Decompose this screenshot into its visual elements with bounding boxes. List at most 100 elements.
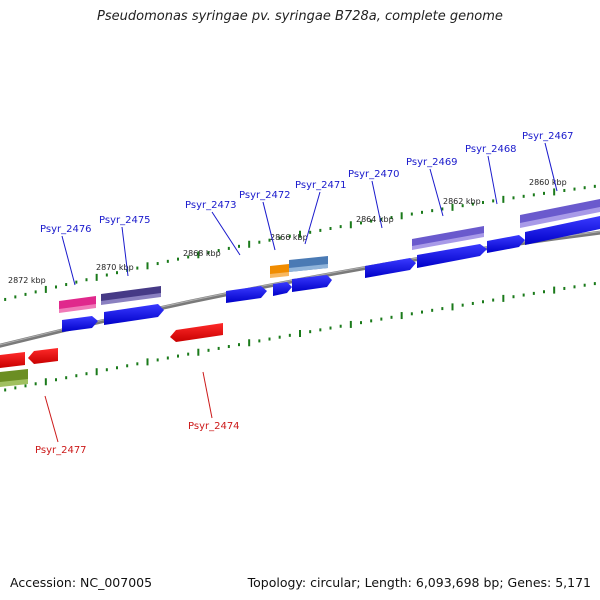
minor-tick <box>24 292 27 296</box>
gene-label-psyr-2477[interactable]: Psyr_2477 <box>35 445 87 456</box>
major-tick <box>451 203 454 211</box>
minor-tick <box>136 362 139 366</box>
cog-box-shadow <box>101 293 161 305</box>
minor-tick <box>390 216 393 220</box>
major-tick <box>95 368 98 376</box>
minor-tick <box>512 196 515 200</box>
tick-label: 2868 kbp <box>183 249 221 258</box>
reverse-strand-genes <box>0 323 223 368</box>
minor-tick <box>177 354 179 358</box>
gene-label-psyr-2474[interactable]: Psyr_2474 <box>188 421 240 432</box>
minor-tick <box>238 244 240 248</box>
major-tick <box>146 358 149 366</box>
minor-tick <box>217 249 220 253</box>
gene-leader-line <box>544 142 558 192</box>
minor-tick <box>24 384 27 388</box>
minor-tick <box>207 348 210 352</box>
minor-tick <box>288 333 291 337</box>
major-tick <box>400 312 403 320</box>
cog-track <box>0 199 600 387</box>
cog-box-shadow <box>289 264 328 272</box>
minor-tick <box>471 301 474 305</box>
minor-tick <box>390 315 393 319</box>
gene-label-psyr-2468[interactable]: Psyr_2468 <box>465 144 517 155</box>
minor-tick <box>583 186 586 190</box>
minor-tick <box>492 199 495 203</box>
gene-arrow-psyr-2471[interactable] <box>292 275 332 292</box>
gene-arrow-psyr-2477[interactable] <box>28 348 58 364</box>
gene-arrow-psyr-2472[interactable] <box>273 282 292 296</box>
gene-label-psyr-2476[interactable]: Psyr_2476 <box>40 224 92 235</box>
tick-label: 2870 kbp <box>96 263 134 272</box>
minor-tick <box>4 388 7 392</box>
minor-tick <box>563 286 566 290</box>
gene-label-psyr-2470[interactable]: Psyr_2470 <box>348 169 400 180</box>
gene-label-psyr-2469[interactable]: Psyr_2469 <box>406 157 458 168</box>
major-tick <box>95 273 98 281</box>
major-tick <box>248 339 251 347</box>
minor-tick <box>471 202 474 206</box>
minor-tick <box>522 293 525 297</box>
tick-label: 2864 kbp <box>356 215 394 224</box>
tick-label: 2860 kbp <box>529 178 567 187</box>
gene-arrow-psyr-2467[interactable] <box>525 216 600 245</box>
gene-label-psyr-2473[interactable]: Psyr_2473 <box>185 200 237 211</box>
minor-tick <box>65 376 68 380</box>
minor-tick <box>207 251 210 255</box>
gene-arrow-psyr-2474[interactable] <box>170 323 223 342</box>
minor-tick <box>309 230 312 234</box>
minor-tick <box>329 226 332 230</box>
gene-leader-line <box>371 180 383 229</box>
major-tick <box>502 294 505 302</box>
minor-tick <box>136 266 139 270</box>
gene-leader-line <box>61 235 76 286</box>
gene-arrow-psyr-2477-partial[interactable] <box>0 352 25 368</box>
minor-tick <box>492 298 495 302</box>
gene-leader-line <box>304 191 321 245</box>
major-tick <box>44 285 47 293</box>
major-tick <box>248 240 251 248</box>
minor-tick <box>461 204 464 208</box>
major-tick <box>349 221 352 229</box>
tick-label: 2866 kbp <box>270 233 308 242</box>
major-tick <box>299 330 301 337</box>
gene-arrow-psyr-2468[interactable] <box>487 235 525 253</box>
minor-tick <box>482 300 484 304</box>
minor-tick <box>360 321 362 325</box>
gene-leader-line <box>262 201 276 251</box>
major-tick <box>502 195 505 203</box>
minor-tick <box>410 212 413 216</box>
gene-label-psyr-2471[interactable]: Psyr_2471 <box>295 180 347 191</box>
minor-tick <box>105 273 108 277</box>
gene-label-psyr-2475[interactable]: Psyr_2475 <box>99 215 151 226</box>
gene-label-psyr-2472[interactable]: Psyr_2472 <box>239 190 291 201</box>
minor-tick <box>278 236 281 240</box>
minor-tick <box>156 262 159 266</box>
gene-arrow-psyr-2476[interactable] <box>62 316 98 332</box>
cog-box-shadow <box>59 304 96 313</box>
gene-label-psyr-2467[interactable]: Psyr_2467 <box>522 131 574 142</box>
minor-tick <box>421 310 423 314</box>
minor-tick <box>339 225 342 229</box>
forward-strand-genes <box>62 216 600 332</box>
major-tick <box>299 230 301 238</box>
cog-box-shadow <box>270 272 289 278</box>
minor-tick <box>421 210 423 214</box>
minor-tick <box>166 259 169 263</box>
gene-leader-line <box>211 211 241 256</box>
gene-arrow-psyr-2473[interactable] <box>226 286 267 303</box>
minor-tick <box>187 255 190 259</box>
gene-arrow-psyr-2470[interactable] <box>365 258 416 278</box>
map-title: Pseudomonas syringae pv. syringae B728a,… <box>97 9 503 24</box>
gene-arrow-psyr-2469[interactable] <box>417 244 487 268</box>
gene-arrow-psyr-2475[interactable] <box>104 304 164 325</box>
minor-tick <box>55 378 57 382</box>
minor-tick <box>563 188 566 192</box>
outer-tick-ruler <box>4 184 596 301</box>
minor-tick <box>217 346 220 350</box>
minor-tick <box>116 271 118 275</box>
cog-box-shadow <box>412 233 484 250</box>
minor-tick <box>380 317 383 321</box>
